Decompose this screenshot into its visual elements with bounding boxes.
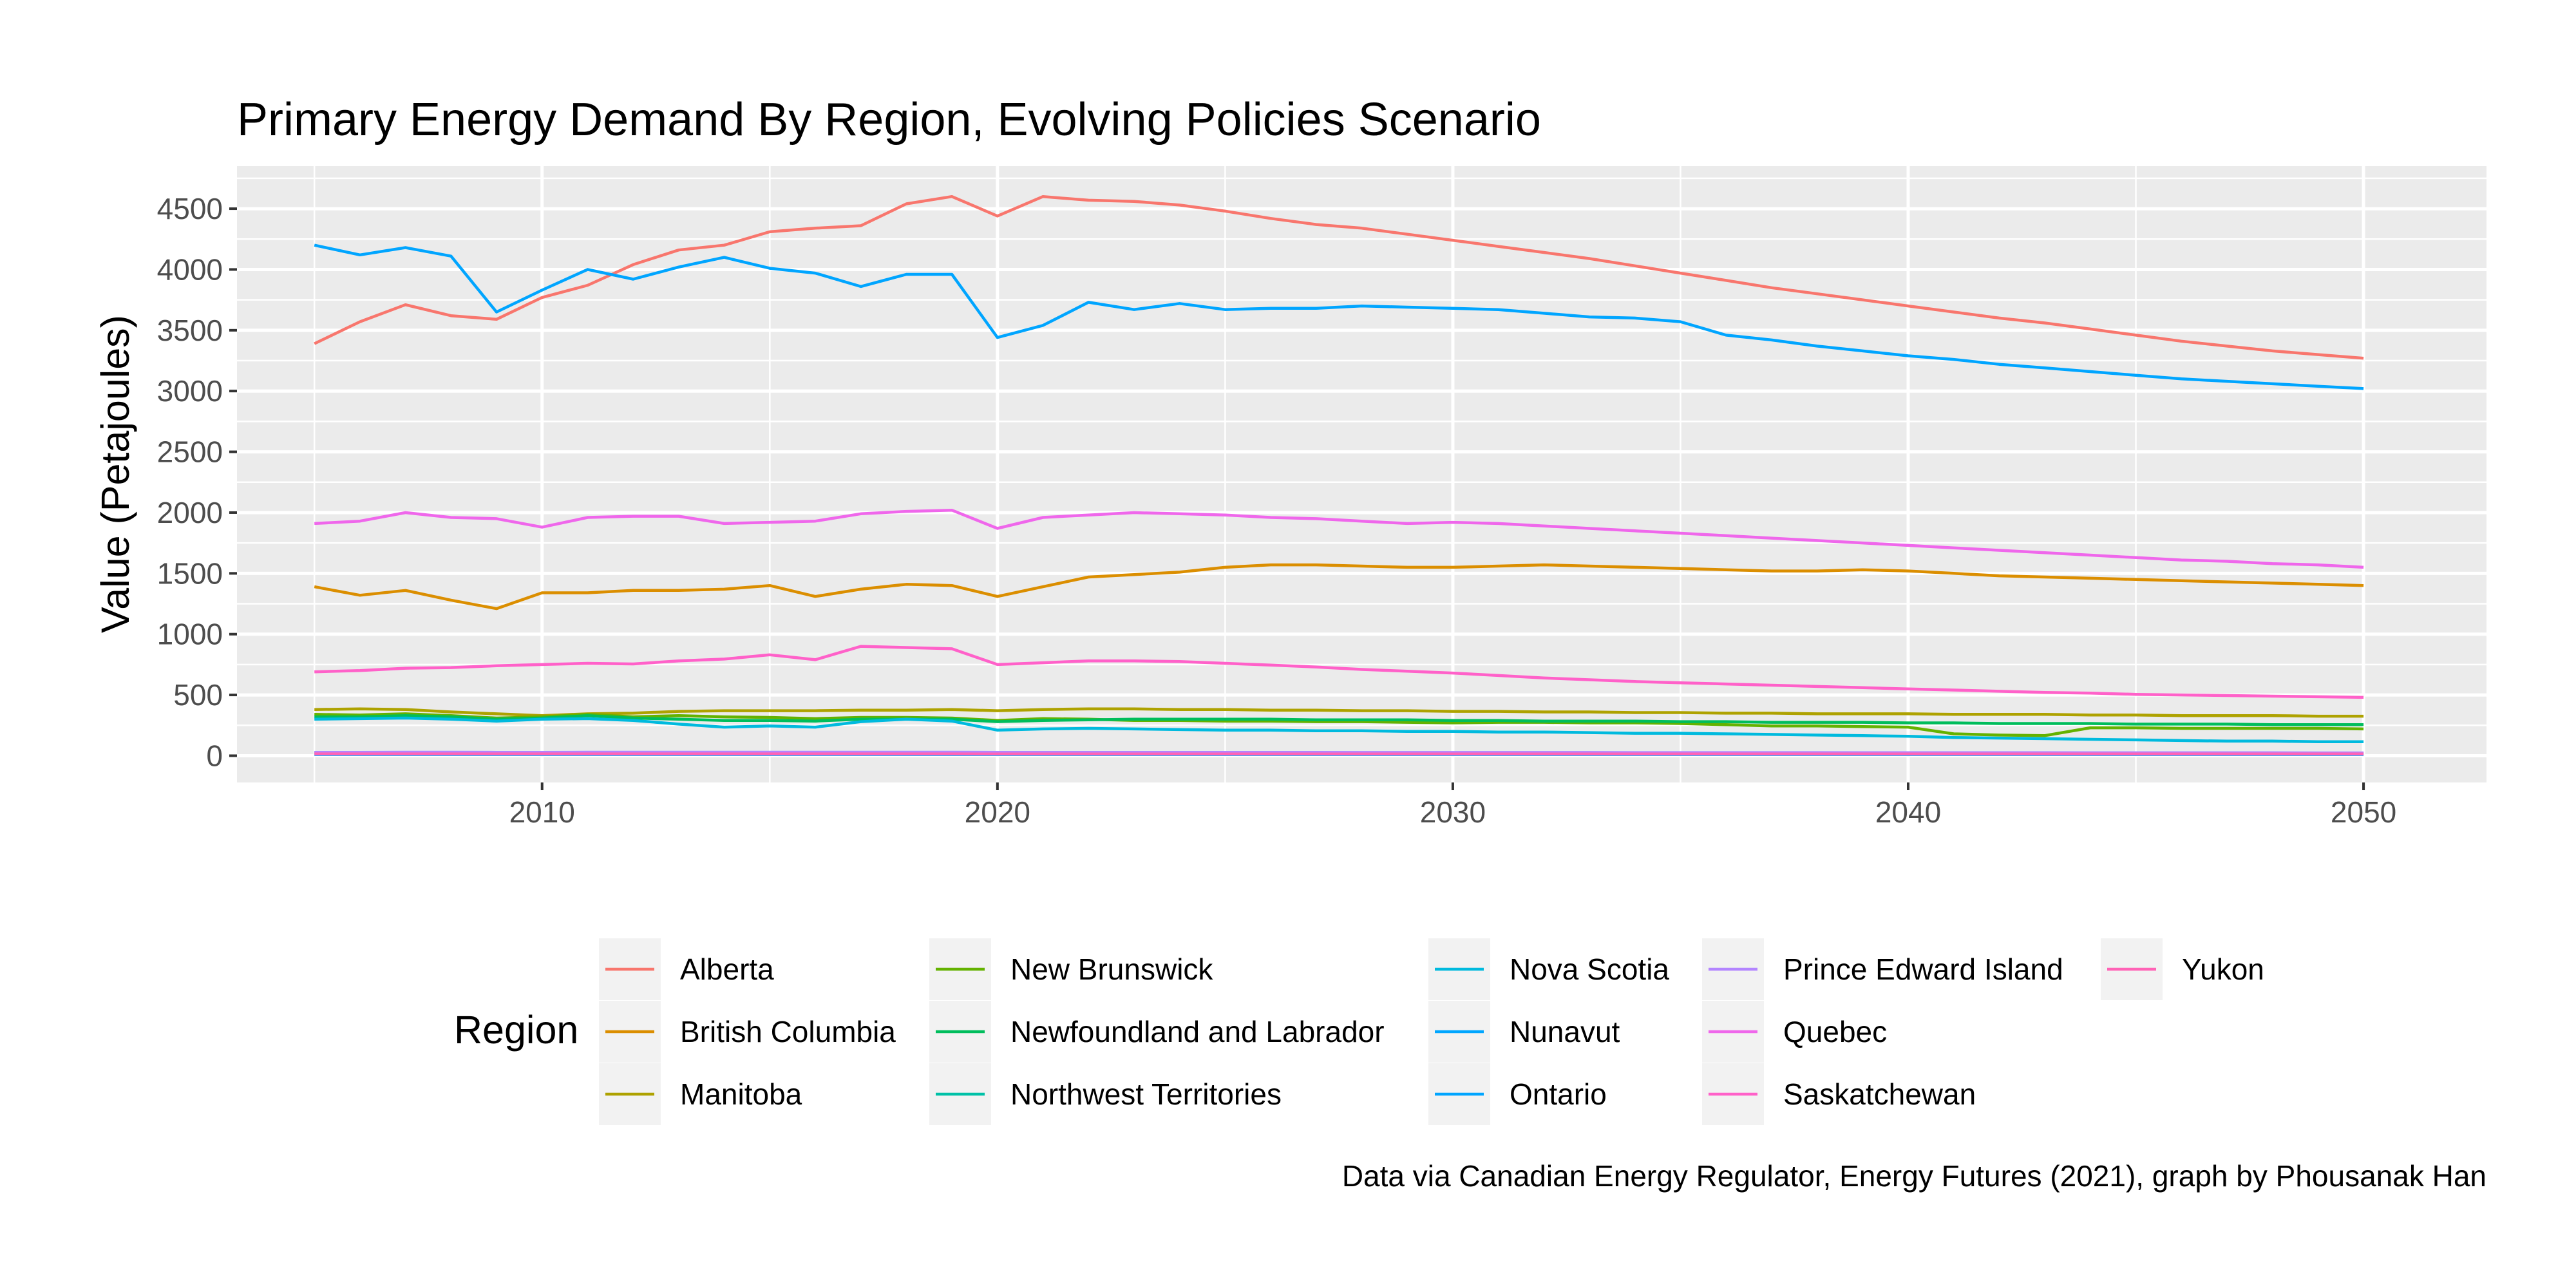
y-tick-label: 2500: [157, 435, 223, 469]
legend-label-nova-scotia: Nova Scotia: [1510, 952, 1669, 986]
series-line-saskatchewan: [314, 645, 2364, 699]
x-tick-label: 2050: [2331, 795, 2396, 829]
legend-label-nunavut: Nunavut: [1510, 1015, 1620, 1048]
series-line-manitoba: [314, 707, 2364, 718]
x-axis: 2010 2020 2030 2040 2050: [509, 782, 2396, 829]
legend-label-prince-edward-island: Prince Edward Island: [1783, 952, 2063, 986]
y-tick-label: 0: [206, 739, 223, 772]
x-tick-label: 2040: [1875, 795, 1941, 829]
y-tick-label: 500: [173, 678, 223, 712]
legend: Alberta British Columbia Manitoba New Bruns…: [599, 938, 2264, 1125]
y-tick-label: 4500: [157, 192, 223, 225]
series-line-nova-scotia: [314, 716, 2364, 744]
legend-label-northwest-territories: Northwest Territories: [1010, 1077, 1282, 1111]
chart-caption: Data via Canadian Energy Regulator, Ener…: [1342, 1159, 2486, 1193]
minor-gridlines: [237, 166, 2486, 782]
series-line-quebec: [314, 508, 2364, 569]
x-tick-label: 2010: [509, 795, 575, 829]
legend-label-new-brunswick: New Brunswick: [1010, 952, 1213, 986]
series-line-newfoundland-and-labrador: [314, 714, 2364, 726]
y-axis-title: Value (Petajoules): [93, 315, 137, 633]
y-tick-label: 2000: [157, 496, 223, 529]
y-tick-label: 1000: [157, 618, 223, 651]
y-axis: 0 500 1000 1500 2000 2500 3000 3500 4000 4500: [157, 192, 237, 772]
legend-label-saskatchewan: Saskatchewan: [1783, 1077, 1976, 1111]
legend-label-yukon: Yukon: [2182, 952, 2264, 986]
chart-title: Primary Energy Demand By Region, Evolvin…: [237, 94, 1541, 146]
series-line-ontario: [314, 243, 2364, 390]
plot-panel: [237, 166, 2486, 782]
series-lines: [314, 194, 2364, 756]
legend-label-manitoba: Manitoba: [680, 1077, 802, 1111]
y-tick-label: 3000: [157, 374, 223, 408]
x-tick-label: 2030: [1420, 795, 1486, 829]
series-line-british-columbia: [314, 563, 2364, 611]
legend-label-newfoundland-and-labrador: Newfoundland and Labrador: [1010, 1015, 1385, 1048]
legend-label-ontario: Ontario: [1510, 1077, 1607, 1111]
series-line-new-brunswick: [314, 712, 2364, 737]
y-tick-label: 1500: [157, 556, 223, 590]
series-line-alberta: [314, 194, 2364, 360]
legend-label-quebec: Quebec: [1783, 1015, 1887, 1048]
legend-title: Region: [454, 1008, 578, 1052]
x-tick-label: 2020: [965, 795, 1030, 829]
y-tick-label: 4000: [157, 252, 223, 286]
legend-label-alberta: Alberta: [680, 952, 774, 986]
y-tick-label: 3500: [157, 314, 223, 347]
legend-label-british-columbia: British Columbia: [680, 1015, 896, 1048]
